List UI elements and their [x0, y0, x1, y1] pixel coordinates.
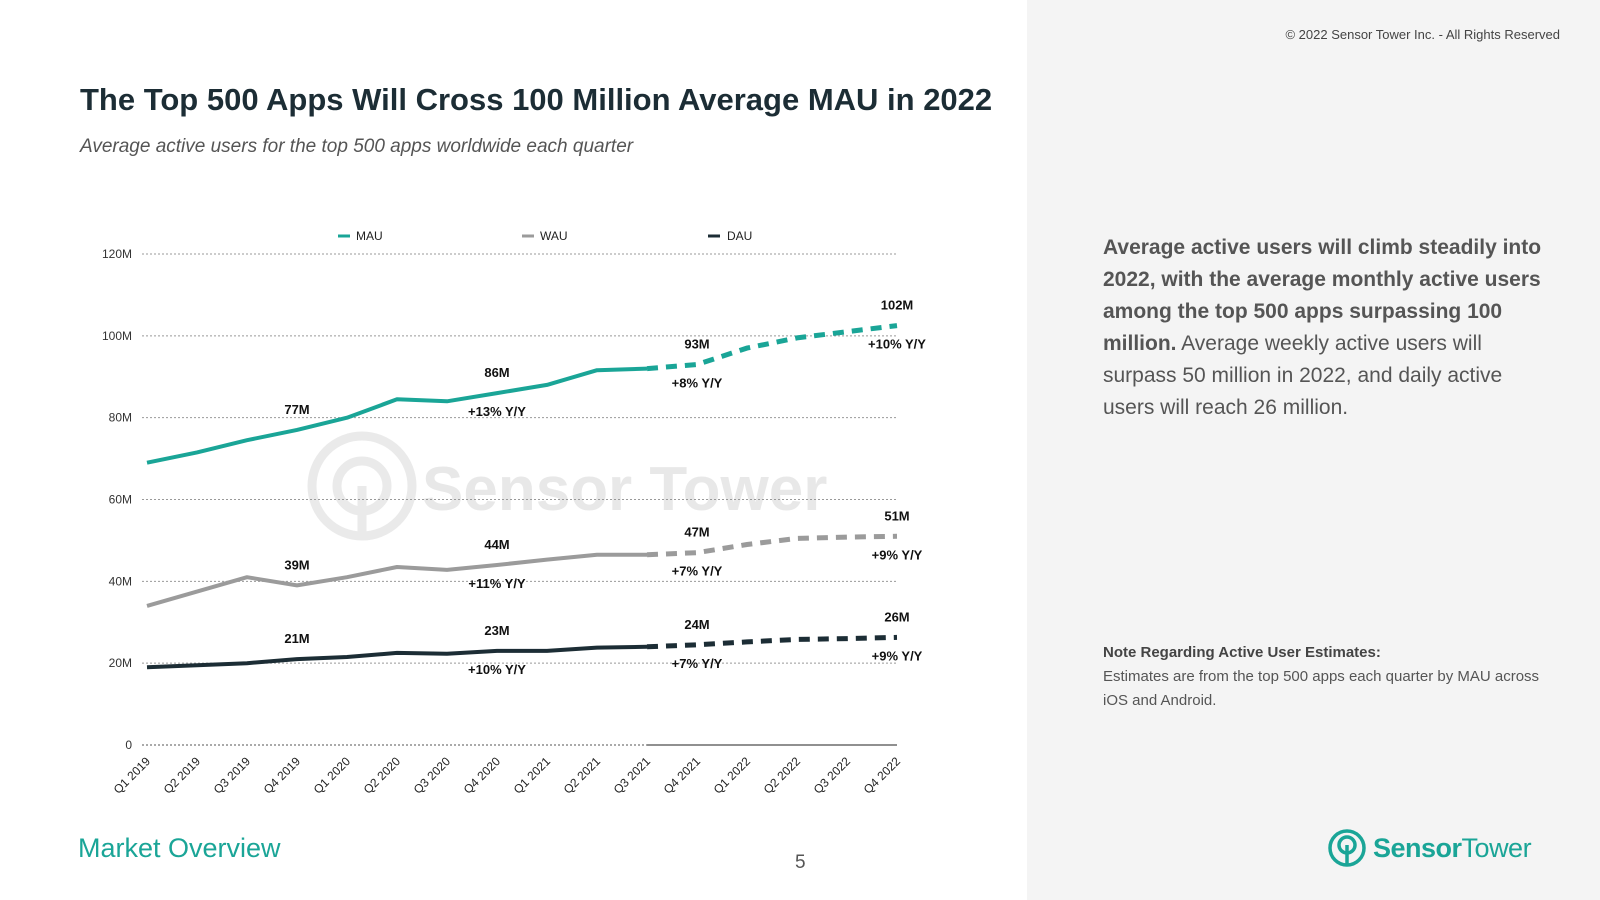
mau-value-label: 77M — [284, 402, 309, 417]
mau-actual-line — [146, 366, 648, 465]
copyright: © 2022 Sensor Tower Inc. - All Rights Re… — [1285, 27, 1560, 42]
legend-item-dau: DAU — [708, 229, 752, 243]
watermark-text: Sensor Tower — [422, 455, 827, 524]
series-lines — [146, 323, 898, 670]
logo-text: SensorTower — [1373, 832, 1532, 864]
section-name: Market Overview — [78, 833, 281, 863]
wau-value-label: 47M — [684, 525, 709, 540]
legend-label-mau: MAU — [356, 229, 383, 243]
dau-value-label: 24M — [684, 617, 709, 632]
wau-actual-line — [146, 552, 647, 608]
wau-yoy-label: +11% Y/Y — [468, 576, 526, 591]
wau-value-label: 39M — [284, 557, 309, 572]
mau-value-label: 102M — [881, 298, 914, 313]
logo-word-tower: Tower — [1461, 832, 1532, 863]
dau-value-label: 23M — [484, 623, 509, 638]
summary-bold: Average active users will climb steadily… — [1103, 236, 1542, 355]
mau-forecast-line — [646, 323, 898, 372]
page-subtitle: Average active users for the top 500 app… — [80, 136, 634, 157]
dau-forecast-line — [646, 634, 898, 650]
legend-item-wau: WAU — [522, 229, 568, 243]
y-tick-label: 120M — [102, 247, 132, 261]
page-title: The Top 500 Apps Will Cross 100 Million … — [80, 82, 993, 117]
x-tick-label: Q4 2022 — [861, 754, 904, 797]
logo-word-sensor: Sensor — [1373, 832, 1462, 863]
x-tick-label: Q3 2021 — [611, 754, 654, 797]
summary-rest: Average weekly active users will surpass… — [1103, 332, 1503, 419]
x-tick-label: Q3 2022 — [811, 754, 854, 797]
wau-forecast-line — [646, 533, 898, 558]
wau-yoy-label: +9% Y/Y — [872, 547, 923, 562]
x-tick-label: Q2 2020 — [361, 754, 404, 797]
watermark: Sensor Tower — [307, 431, 827, 541]
page-number: 5 — [795, 852, 806, 873]
side-panel — [1027, 0, 1600, 900]
summary-text: Average active users will climb steadily… — [1103, 232, 1553, 424]
x-tick-label: Q1 2020 — [311, 754, 354, 797]
dau-yoy-label: +9% Y/Y — [872, 648, 923, 663]
sensor-tower-logo-icon — [1328, 829, 1366, 867]
data-labels: 77M 86M +13% Y/Y 93M +8% Y/Y 102M +10% Y/Y 39M 4… — [284, 298, 926, 677]
legend: MAU WAU DAU — [338, 229, 752, 243]
mau-yoy-label: +13% Y/Y — [468, 404, 526, 419]
dau-actual-line — [146, 644, 648, 670]
watermark-icon — [307, 431, 417, 541]
x-tick-label: Q2 2021 — [561, 754, 604, 797]
x-tick-label: Q2 2019 — [161, 754, 204, 797]
dau-value-label: 21M — [284, 631, 309, 646]
mau-value-label: 93M — [684, 336, 709, 351]
wau-value-label: 44M — [484, 537, 509, 552]
note-body: Estimates are from the top 500 apps each… — [1103, 668, 1540, 709]
mau-yoy-label: +10% Y/Y — [868, 337, 926, 352]
wau-yoy-label: +7% Y/Y — [672, 564, 723, 579]
note-block: Note Regarding Active User Estimates: Es… — [1103, 641, 1543, 713]
x-tick-label: Q1 2021 — [511, 754, 554, 797]
dau-value-label: 26M — [884, 609, 909, 624]
x-tick-label: Q1 2022 — [711, 754, 754, 797]
mau-value-label: 86M — [484, 365, 509, 380]
y-tick-label: 20M — [109, 656, 132, 670]
wau-value-label: 51M — [884, 508, 909, 523]
x-tick-label: Q4 2019 — [261, 754, 304, 797]
mau-yoy-label: +8% Y/Y — [672, 375, 723, 390]
dau-yoy-label: +7% Y/Y — [672, 656, 723, 671]
x-tick-label: Q3 2020 — [411, 754, 454, 797]
x-tick-label: Q4 2020 — [461, 754, 504, 797]
legend-label-dau: DAU — [727, 229, 752, 243]
dau-yoy-label: +10% Y/Y — [468, 662, 526, 677]
x-tick-label: Q1 2019 — [111, 754, 154, 797]
active-users-line-chart: Sensor Tower 0 20M 40M 60M 80M 100M 120M Q1 20… — [102, 229, 926, 797]
brand-logo: SensorTower — [1327, 828, 1532, 868]
x-tick-label: Q2 2022 — [761, 754, 804, 797]
y-axis-labels: 0 20M 40M 60M 80M 100M 120M — [102, 247, 132, 752]
y-tick-label: 80M — [109, 411, 132, 425]
y-tick-label: 100M — [102, 329, 132, 343]
note-title: Note Regarding Active User Estimates: — [1103, 644, 1381, 661]
legend-item-mau: MAU — [338, 229, 383, 243]
gridlines — [142, 253, 897, 746]
y-tick-label: 60M — [109, 493, 132, 507]
x-axis-labels: Q1 2019 Q2 2019 Q3 2019 Q4 2019 Q1 2020 Q2 20… — [111, 754, 904, 797]
y-tick-label: 40M — [109, 574, 132, 588]
x-tick-label: Q4 2021 — [661, 754, 704, 797]
legend-label-wau: WAU — [540, 229, 568, 243]
x-tick-label: Q3 2019 — [211, 754, 254, 797]
y-tick-label: 0 — [125, 738, 132, 752]
